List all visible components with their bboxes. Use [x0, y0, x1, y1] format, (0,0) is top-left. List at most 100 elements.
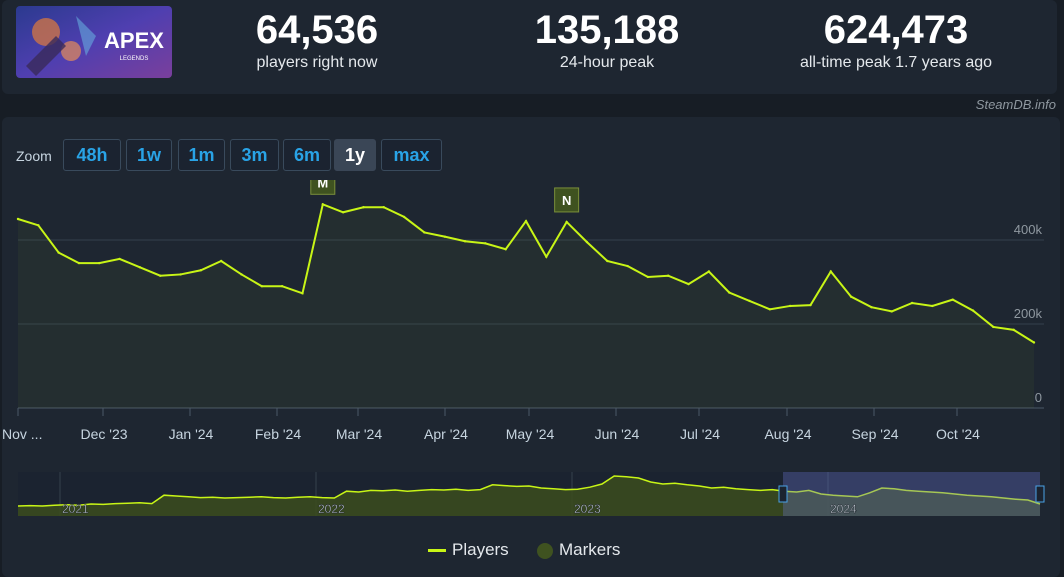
data-point	[159, 274, 162, 277]
event-marker	[310, 180, 336, 195]
navigator-chart[interactable]: 2021 2022 2023 2024	[0, 470, 1064, 520]
data-point	[179, 273, 182, 276]
data-point	[321, 203, 324, 206]
stat-value: 64,536	[255, 8, 379, 52]
data-point	[992, 325, 995, 329]
data-point	[504, 248, 507, 251]
event-marker-label: M	[317, 180, 328, 190]
data-point	[646, 275, 650, 279]
zoom-1m-button[interactable]: 1m	[178, 139, 225, 171]
player-count-chart[interactable]: 0 200k 400k Nov ... Dec '23 Jan '24 Feb '24 Mar…	[0, 180, 1064, 450]
svg-text:LEGENDS: LEGENDS	[120, 56, 149, 62]
zoom-1y-button[interactable]: 1y	[334, 139, 376, 171]
navigator-year-label: 2021	[62, 502, 89, 516]
data-point	[341, 211, 345, 214]
apex-legends-banner: APEX LEGENDS	[16, 6, 172, 78]
data-point	[1012, 328, 1015, 332]
x-tick-label: Jan '24	[169, 426, 214, 442]
data-point	[524, 219, 528, 223]
event-marker-label: N	[562, 193, 571, 208]
players-area	[18, 204, 1034, 408]
data-point	[463, 240, 467, 243]
data-point	[138, 266, 142, 269]
navigator-line	[17, 475, 1041, 507]
data-point	[565, 220, 568, 224]
data-point	[260, 285, 264, 288]
navigator-handle-left	[778, 485, 788, 503]
y-tick-label: 400k	[1014, 222, 1043, 237]
x-tick-label: May '24	[506, 426, 555, 442]
svg-text:APEX: APEX	[104, 28, 164, 53]
data-point	[382, 206, 385, 209]
x-tick-label: Sep '24	[851, 426, 898, 442]
data-point	[829, 270, 832, 273]
data-point	[626, 264, 629, 268]
x-tick-label: Dec '23	[80, 426, 127, 442]
navigator-selection	[783, 472, 1040, 516]
x-tick-label: Aug '24	[764, 426, 811, 442]
data-point	[788, 304, 792, 308]
data-point	[362, 206, 365, 209]
stat-value: 135,188	[534, 8, 680, 52]
stat-label: 24-hour peak	[559, 54, 655, 71]
data-point	[423, 231, 426, 234]
navigator-area	[18, 476, 1040, 516]
data-point	[37, 224, 40, 227]
data-point	[951, 298, 954, 301]
data-point	[606, 259, 609, 263]
stat-label: all-time peak 1.7 years ago	[799, 54, 993, 71]
x-tick-label: Jul '24	[680, 426, 720, 442]
data-point	[402, 215, 406, 219]
y-tick-label: 0	[1035, 390, 1042, 405]
data-point	[849, 295, 853, 298]
data-point	[98, 261, 101, 265]
data-point	[199, 269, 203, 272]
navigator-handle-right	[1035, 485, 1045, 503]
stat-value: 624,473	[823, 8, 969, 52]
stat-all-time-peak: 624,473 all-time peak 1.7 years ago	[786, 8, 1006, 72]
event-marker	[554, 187, 580, 213]
stat-label: players right now	[256, 54, 378, 71]
zoom-6m-button[interactable]: 6m	[283, 139, 331, 171]
legend-players-label: Players	[452, 540, 509, 559]
zoom-max-button[interactable]: max	[381, 139, 442, 171]
legend-markers[interactable]: Markers	[537, 539, 620, 561]
data-point	[16, 217, 20, 221]
zoom-48h-button[interactable]: 48h	[63, 139, 121, 171]
data-point	[809, 303, 812, 307]
data-point	[728, 291, 731, 294]
legend-markers-label: Markers	[559, 540, 621, 559]
data-point	[687, 282, 690, 286]
data-point	[890, 310, 893, 313]
x-tick-label: Jun '24	[595, 426, 640, 442]
zoom-1w-button[interactable]: 1w	[126, 139, 172, 171]
legend-players[interactable]: Players	[428, 539, 509, 561]
data-point	[118, 257, 121, 261]
data-point	[707, 270, 711, 273]
players-line-icon	[428, 549, 446, 553]
x-tick-label: Nov ...	[2, 426, 42, 442]
data-point	[971, 309, 975, 312]
x-tick-label: Mar '24	[336, 426, 382, 442]
data-point	[931, 304, 934, 308]
steamdb-watermark: SteamDB.info	[975, 97, 1056, 112]
stat-players-now: 64,536 players right now	[207, 8, 427, 72]
data-point	[1032, 341, 1036, 344]
data-point	[220, 259, 223, 263]
zoom-label: Zoom	[16, 148, 52, 164]
navigator-year-label: 2023	[574, 502, 601, 516]
stats-bar	[2, 0, 1057, 94]
zoom-3m-button[interactable]: 3m	[230, 139, 279, 171]
data-point	[870, 306, 873, 309]
x-tick-label: Feb '24	[255, 426, 301, 442]
data-point	[545, 255, 548, 258]
game-logo[interactable]: APEX LEGENDS	[16, 6, 172, 78]
data-point	[768, 308, 772, 311]
x-tick-label: Oct '24	[936, 426, 980, 442]
data-point	[57, 251, 60, 254]
markers-dot-icon	[537, 542, 553, 559]
data-point	[301, 292, 304, 295]
x-tick-label: Apr '24	[424, 426, 468, 442]
stat-24h-peak: 135,188 24-hour peak	[497, 8, 717, 72]
chart-legend: Players Markers	[0, 539, 1064, 563]
